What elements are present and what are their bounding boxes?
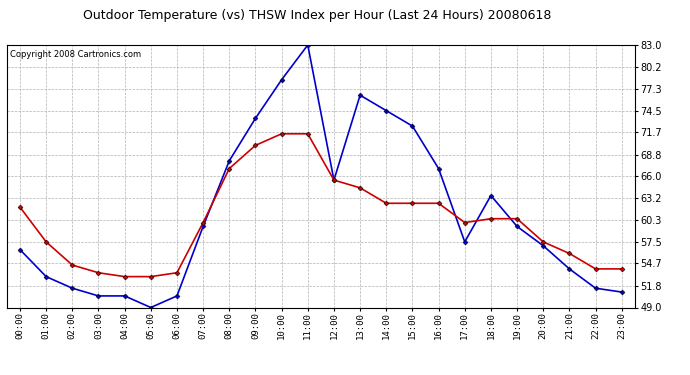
Text: Copyright 2008 Cartronics.com: Copyright 2008 Cartronics.com — [10, 50, 141, 59]
Text: Outdoor Temperature (vs) THSW Index per Hour (Last 24 Hours) 20080618: Outdoor Temperature (vs) THSW Index per … — [83, 9, 551, 22]
